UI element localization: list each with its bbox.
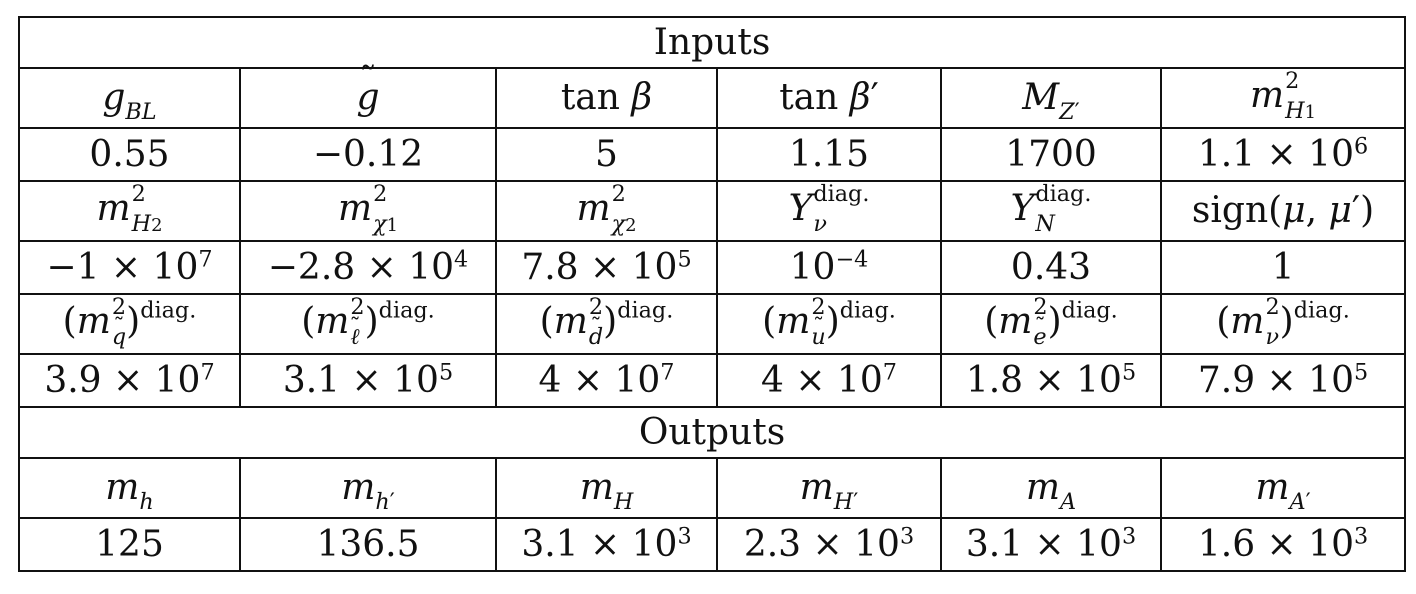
input-header-row-1-cell: tan β [495, 67, 718, 129]
input-header-row-3-cell: (m2u)diag. [716, 293, 942, 355]
input-value-row-2-cell: 7.8 × 105 [495, 240, 718, 295]
input-header-row-2-cell: m 2 χ2 [495, 180, 718, 242]
input-value-row-2-cell: 0.43 [940, 240, 1162, 295]
input-value-row-3-cell: 3.9 × 107 [18, 353, 241, 408]
input-header-row-3-cell: (m2d)diag. [495, 293, 718, 355]
input-header-row-1-cell: gBL [18, 67, 241, 129]
output-header-row-cell: mA [940, 457, 1162, 519]
output-header-row-cell: mh′ [239, 457, 497, 519]
input-header-row-2-cell: m 2 H2 [18, 180, 241, 242]
input-value-row-2-cell: −2.8 × 104 [239, 240, 497, 295]
input-header-row-3-cell: (m2q)diag. [18, 293, 241, 355]
input-value-row-1-cell: 1700 [940, 127, 1162, 182]
output-header-row-cell: mA′ [1159, 457, 1407, 519]
input-value-row-2-cell: 1 [1159, 240, 1407, 295]
input-value-row-3: 3.9 × 107 3.1 × 105 4 × 107 4 × 107 1.8 × 10… [18, 353, 1407, 408]
output-header-row-cell: mH′ [716, 457, 942, 519]
output-value-row-cell: 2.3 × 103 [716, 517, 942, 572]
input-header-row-3-cell: (m2ℓ)diag. [239, 293, 497, 355]
input-value-row-3-cell: 4 × 107 [716, 353, 942, 408]
input-value-row-3-cell: 3.1 × 105 [239, 353, 497, 408]
input-header-row-3-cell: (m 2 ν)diag. [1159, 293, 1407, 355]
output-value-row-cell: 3.1 × 103 [940, 517, 1162, 572]
input-value-row-1-cell: −0.12 [239, 127, 497, 182]
input-value-row-2: −1 × 107 −2.8 × 104 7.8 × 105 10−4 0.43 1 [18, 240, 1407, 295]
input-header-row-3: (m2q)diag.(m2ℓ)diag.(m2d)diag.(m2u)diag.… [18, 293, 1407, 355]
outputs-section-title: Outputs [17, 406, 1407, 459]
output-header-row-cell: mh [18, 457, 241, 519]
input-header-row-1-cell: m 2 H1 [1159, 67, 1407, 129]
inputs-section-title: Inputs [17, 16, 1407, 69]
output-header-row-cell: mH [495, 457, 718, 519]
input-value-row-1: 0.55 −0.12 5 1.15 1700 1.1 × 106 [18, 127, 1407, 182]
input-value-row-1-cell: 0.55 [18, 127, 241, 182]
inputs-section-row: Inputs [17, 16, 1407, 69]
input-value-row-3-cell: 7.9 × 105 [1159, 353, 1407, 408]
input-value-row-1-cell: 5 [495, 127, 718, 182]
input-header-row-1-cell: g [239, 67, 497, 129]
input-header-row-3-cell: (m2e)diag. [940, 293, 1162, 355]
output-value-row-cell: 136.5 [239, 517, 497, 572]
output-value-row-cell: 3.1 × 103 [495, 517, 718, 572]
input-header-row-2-cell: sign(μ, μ′) [1159, 180, 1407, 242]
output-header-row: mh mh′ mH mH′ mA mA′ [18, 457, 1407, 519]
input-value-row-2-cell: 10−4 [716, 240, 942, 295]
input-value-row-2-cell: −1 × 107 [18, 240, 241, 295]
output-value-row: 125 136.5 3.1 × 103 2.3 × 103 3.1 × 103 1.6 ×… [18, 517, 1407, 572]
input-header-row-1-cell: tan β′ [716, 67, 942, 129]
input-header-row-1-cell: MZ′ [940, 67, 1162, 129]
outputs-section-row: Outputs [17, 406, 1407, 459]
input-value-row-1-cell: 1.1 × 106 [1159, 127, 1407, 182]
input-value-row-1-cell: 1.15 [716, 127, 942, 182]
output-value-row-cell: 1.6 × 103 [1159, 517, 1407, 572]
input-value-row-3-cell: 4 × 107 [495, 353, 718, 408]
output-value-row-cell: 125 [18, 517, 241, 572]
input-value-row-3-cell: 1.8 × 105 [940, 353, 1162, 408]
input-header-row-2-cell: m 2 χ1 [239, 180, 497, 242]
